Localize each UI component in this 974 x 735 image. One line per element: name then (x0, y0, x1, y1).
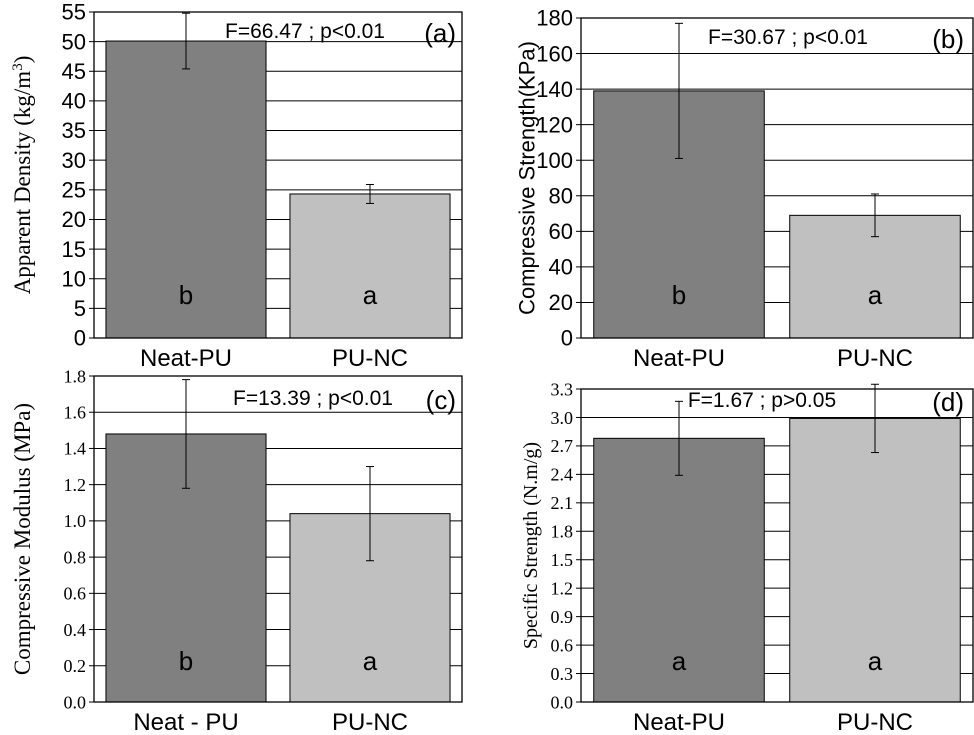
y-tick-label: 2.7 (551, 436, 574, 456)
y-axis-label: Specific Strength (N.m/g) (520, 442, 542, 649)
significance-letter: b (179, 280, 193, 310)
category-label: PU-NC (332, 709, 408, 735)
y-tick-label: 1.0 (64, 511, 87, 531)
y-tick-label: 40 (549, 255, 573, 280)
y-tick-label: 45 (62, 59, 86, 84)
y-tick-label: 0.0 (551, 692, 574, 712)
y-axis-label: Compressive Strength(KPa) (515, 41, 540, 315)
category-label: PU-NC (837, 345, 913, 372)
significance-letter: b (179, 646, 193, 676)
y-tick-label: 1.6 (64, 403, 87, 423)
y-tick-label: 15 (62, 237, 86, 262)
chart-panel-1: 0 5 10 15 20 25 30 35 40 45 50 55 b Neat-PU a PU-NC F=66… (10, 0, 463, 372)
y-axis-label-end: ) (10, 56, 35, 64)
category-label: Neat-PU (633, 345, 725, 372)
chart-panel-3: 0.0 0.2 0.4 0.6 0.8 1.0 1.2 1.4 1.6 1.8 b Neat - PU… (10, 366, 463, 735)
y-tick-label: 1.4 (64, 439, 87, 459)
y-tick-label: 140 (536, 77, 573, 102)
y-tick-label: 60 (549, 219, 573, 244)
y-tick-label: 160 (536, 41, 573, 66)
panel-label: (b) (932, 24, 964, 54)
y-tick-label: 30 (62, 148, 86, 173)
stat-annotation: F=66.47 ; p<0.01 (225, 20, 385, 43)
y-tick-label: 0.3 (551, 664, 574, 684)
y-tick-label: 1.2 (551, 578, 574, 598)
panel-label: (a) (424, 18, 456, 48)
y-tick-label: 1.2 (64, 475, 87, 495)
significance-letter: a (363, 646, 378, 676)
y-tick-label: 25 (62, 178, 86, 203)
y-tick-label: 0.9 (551, 607, 574, 627)
y-tick-label: 0.6 (64, 584, 87, 604)
y-tick-label: 5 (74, 296, 86, 321)
y-tick-label: 0.0 (64, 692, 87, 712)
y-tick-label: 0.6 (551, 635, 574, 655)
significance-letter: a (363, 280, 378, 310)
significance-letter: a (868, 646, 883, 676)
category-label: PU-NC (837, 709, 913, 735)
chart-panel-4: 0.0 0.3 0.6 0.9 1.2 1.5 1.8 2.1 2.4 2.7 3.0 3.3 a Nea… (520, 379, 974, 735)
y-tick-label: 0 (561, 326, 573, 351)
significance-letter: a (672, 646, 687, 676)
y-tick-label: 55 (62, 0, 86, 25)
y-tick-label: 20 (62, 207, 86, 232)
y-tick-label: 100 (536, 148, 573, 173)
y-tick-label: 2.1 (551, 493, 574, 513)
bar-2 (289, 193, 451, 339)
y-tick-label: 40 (62, 89, 86, 114)
plot-frame (580, 17, 974, 339)
y-tick-label: 3.3 (551, 379, 574, 399)
stat-annotation: F=30.67 ; p<0.01 (708, 26, 868, 49)
y-axis-label-superscript: 3 (10, 63, 26, 71)
panel-label: (c) (426, 385, 456, 415)
stat-annotation: F=1.67 ; p>0.05 (688, 389, 836, 412)
bar-2 (789, 417, 961, 703)
chart-panel-2: 0 20 40 60 80 100 120 140 160 180 b Neat-PU a PU-NC F=… (515, 6, 974, 372)
bar-1 (105, 40, 267, 339)
significance-letter: b (672, 280, 686, 310)
plot-frame (580, 388, 974, 703)
category-label: PU-NC (332, 345, 408, 372)
category-label: Neat-PU (140, 345, 232, 372)
y-tick-label: 120 (536, 112, 573, 137)
y-tick-label: 0.8 (64, 547, 87, 567)
plot-frame (93, 11, 463, 339)
panel-label: (d) (932, 387, 964, 417)
y-tick-label: 0.4 (64, 620, 87, 640)
y-tick-label: 180 (536, 6, 573, 31)
category-label: Neat-PU (633, 709, 725, 735)
plot-frame (93, 375, 463, 703)
y-axis-label: Compressive Modulus (MPa) (10, 403, 35, 675)
bar-1 (593, 437, 765, 703)
y-tick-label: 50 (62, 29, 86, 54)
y-tick-label: 2.4 (551, 465, 574, 485)
stat-annotation: F=13.39 ; p<0.01 (233, 387, 393, 410)
y-tick-label: 35 (62, 118, 86, 143)
significance-letter: a (868, 280, 883, 310)
y-tick-label: 0.2 (64, 656, 87, 676)
y-tick-label: 10 (62, 266, 86, 291)
y-tick-label: 3.0 (551, 408, 574, 428)
y-axis-label: Apparent Density (kg/m3) (10, 56, 35, 295)
y-tick-label: 80 (549, 183, 573, 208)
y-tick-label: 1.8 (551, 522, 574, 542)
y-tick-label: 20 (549, 290, 573, 315)
y-tick-label: 1.8 (64, 366, 87, 386)
category-label: Neat - PU (133, 709, 238, 735)
y-tick-label: 0 (74, 326, 86, 351)
y-tick-label: 1.5 (551, 550, 574, 570)
